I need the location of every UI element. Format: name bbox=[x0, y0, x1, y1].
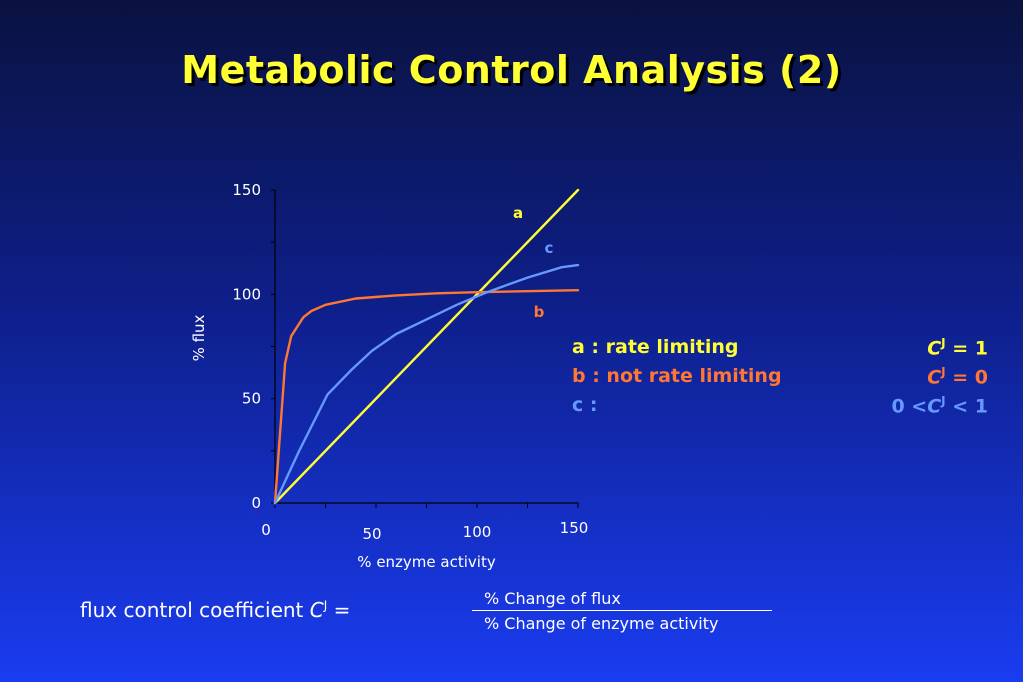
legend-description: c : bbox=[572, 394, 598, 416]
legend-description: a : rate limiting bbox=[572, 336, 739, 358]
coefficient-superscript: J bbox=[941, 336, 946, 350]
x-tick-label: 150 bbox=[560, 519, 589, 537]
chart-labels: % enzyme activity % flux a b c bbox=[190, 204, 553, 571]
chart-series bbox=[273, 188, 580, 505]
legend-row: a : rate limiting CJ = 1 bbox=[572, 336, 992, 365]
y-tick-label: 0 bbox=[251, 494, 261, 512]
series-label-a: a bbox=[513, 204, 523, 222]
legend-description: b : not rate limiting bbox=[572, 365, 782, 387]
coefficient-symbol: C bbox=[927, 366, 942, 389]
formula-label: flux control coefficient bbox=[80, 598, 310, 622]
flux-control-formula: flux control coefficient CJ = bbox=[80, 598, 350, 622]
formula-equals: = bbox=[327, 598, 351, 622]
legend-row: b : not rate limiting CJ = 0 bbox=[572, 365, 992, 394]
formula-numerator: % Change of flux bbox=[472, 588, 772, 611]
coefficient-symbol: C bbox=[927, 337, 942, 360]
coefficient-value: = 1 bbox=[945, 337, 988, 360]
series-line-c bbox=[273, 263, 580, 505]
y-tick-label: 50 bbox=[242, 390, 261, 408]
coefficient-superscript: J bbox=[941, 365, 946, 379]
series-line-a bbox=[273, 188, 580, 505]
coefficient-value: < 1 bbox=[945, 395, 988, 418]
coefficient-value: = 0 bbox=[945, 366, 988, 389]
formula-denominator: % Change of enzyme activity bbox=[484, 614, 719, 633]
x-tick-label: 0 bbox=[261, 521, 271, 539]
y-tick-label: 150 bbox=[232, 181, 261, 199]
slide-title: Metabolic Control Analysis (2) bbox=[181, 48, 842, 92]
formula-superscript: J bbox=[323, 598, 328, 613]
coefficient-symbol: C bbox=[927, 395, 942, 418]
series-label-c: c bbox=[545, 239, 554, 257]
y-tick-label: 100 bbox=[232, 285, 261, 303]
coefficient-superscript: J bbox=[941, 394, 946, 408]
x-tick-label: 100 bbox=[463, 523, 492, 541]
x-axis-label: % enzyme activity bbox=[357, 553, 496, 571]
formula-symbol: C bbox=[309, 598, 324, 622]
legend-coefficient: CJ = 0 bbox=[927, 365, 988, 388]
legend-coefficient: CJ = 1 bbox=[927, 336, 988, 359]
series-label-b: b bbox=[534, 303, 545, 321]
y-axis-label: % flux bbox=[190, 314, 208, 361]
formula-fraction: % Change of flux % Change of enzyme acti… bbox=[472, 588, 772, 637]
x-tick-label: 50 bbox=[362, 525, 381, 543]
legend-coefficient: 0 <CJ < 1 bbox=[891, 394, 988, 417]
legend-row: c : 0 <CJ < 1 bbox=[572, 394, 992, 423]
coefficient-prefix: 0 < bbox=[891, 395, 928, 418]
series-line-b bbox=[273, 289, 580, 505]
chart-ticks: 0 50 100 150 0 50 100 150 bbox=[232, 181, 588, 543]
